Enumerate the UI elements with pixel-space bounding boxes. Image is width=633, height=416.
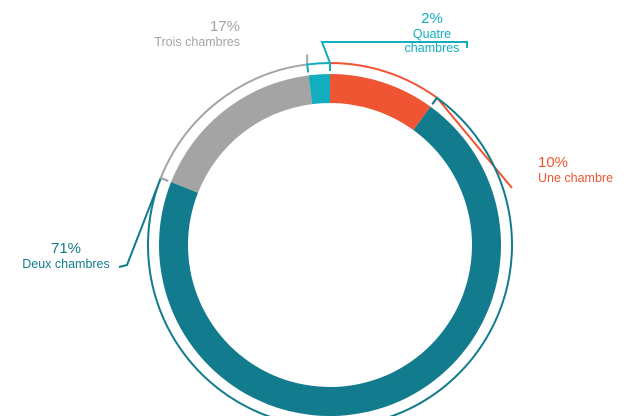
leader-une-chambre [436, 97, 513, 189]
leader-quatre-chambres [320, 41, 468, 64]
bracket-trois-chambres [159, 63, 310, 182]
label-name-deux-chambres: Deux chambres [22, 257, 110, 271]
bracket-deux-chambres [147, 96, 513, 416]
slice-quatre-chambres [308, 74, 330, 105]
leader-deux-chambres [118, 177, 162, 268]
label-pct-quatre-chambres: 2% [421, 10, 443, 27]
donut-slices [159, 74, 502, 416]
slice-labels: 10%Une chambre 71%Deux chambres 17%Trois c… [22, 10, 613, 271]
bracket-une-chambre [329, 61, 439, 105]
slice-une-chambre [330, 74, 431, 131]
label-name-trois-chambres: Trois chambres [154, 35, 240, 49]
label-pct-une-chambre: 10% [538, 154, 568, 171]
slice-trois-chambres [171, 75, 313, 193]
bracket-quatre-chambres [306, 61, 331, 73]
label-name-une-chambre: Une chambre [538, 171, 613, 185]
label-name-quatre-chambres: chambres [405, 41, 460, 55]
label-pct-trois-chambres: 17% [210, 18, 240, 35]
callout-brackets [118, 41, 513, 416]
label-pct-deux-chambres: 71% [51, 240, 81, 257]
label-name-quatre-chambres: Quatre [413, 27, 451, 41]
